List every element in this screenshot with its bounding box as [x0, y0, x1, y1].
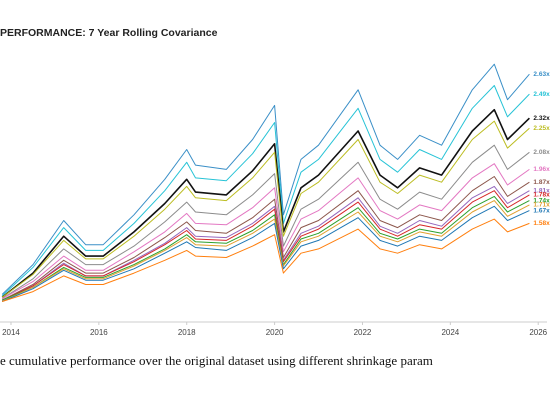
end-label: 2.63x	[533, 71, 550, 78]
series-line	[1, 108, 530, 298]
end-label: 1.81x	[533, 187, 550, 194]
caption: e cumulative performance over the origin…	[0, 353, 433, 368]
series-line	[1, 120, 530, 298]
end-label: 1.96x	[533, 166, 550, 173]
x-tick-label: 2026	[529, 328, 547, 337]
end-label: 1.87x	[533, 179, 550, 186]
series-line	[1, 190, 530, 301]
end-label: 2.49x	[533, 91, 550, 98]
x-tick-label: 2020	[266, 328, 284, 337]
x-tick-label: 2014	[2, 328, 20, 337]
series-line	[1, 163, 530, 300]
end-label: 2.32x	[533, 115, 550, 122]
x-tick-label: 2018	[178, 328, 196, 337]
series-line	[1, 176, 530, 301]
x-tick-label: 2024	[441, 328, 459, 337]
end-label: 1.58x	[533, 220, 550, 227]
x-tick-label: 2016	[90, 328, 108, 337]
chart-title: PERFORMANCE: 7 Year Rolling Covariance	[0, 27, 218, 39]
series-line	[2, 218, 530, 302]
series-line	[2, 195, 530, 301]
end-label: 1.71x	[533, 202, 550, 209]
series-line	[2, 205, 530, 302]
series-line	[1, 200, 530, 302]
end-label: 1.74x	[533, 197, 550, 204]
end-label: 2.25x	[533, 125, 550, 132]
series-line	[1, 144, 530, 300]
x-tick-label: 2022	[354, 328, 372, 337]
series-line	[1, 63, 530, 295]
end-label: 1.78x	[533, 192, 550, 199]
series-line	[1, 85, 530, 297]
end-label: 1.67x	[533, 207, 550, 214]
end-label: 2.08x	[533, 149, 550, 156]
